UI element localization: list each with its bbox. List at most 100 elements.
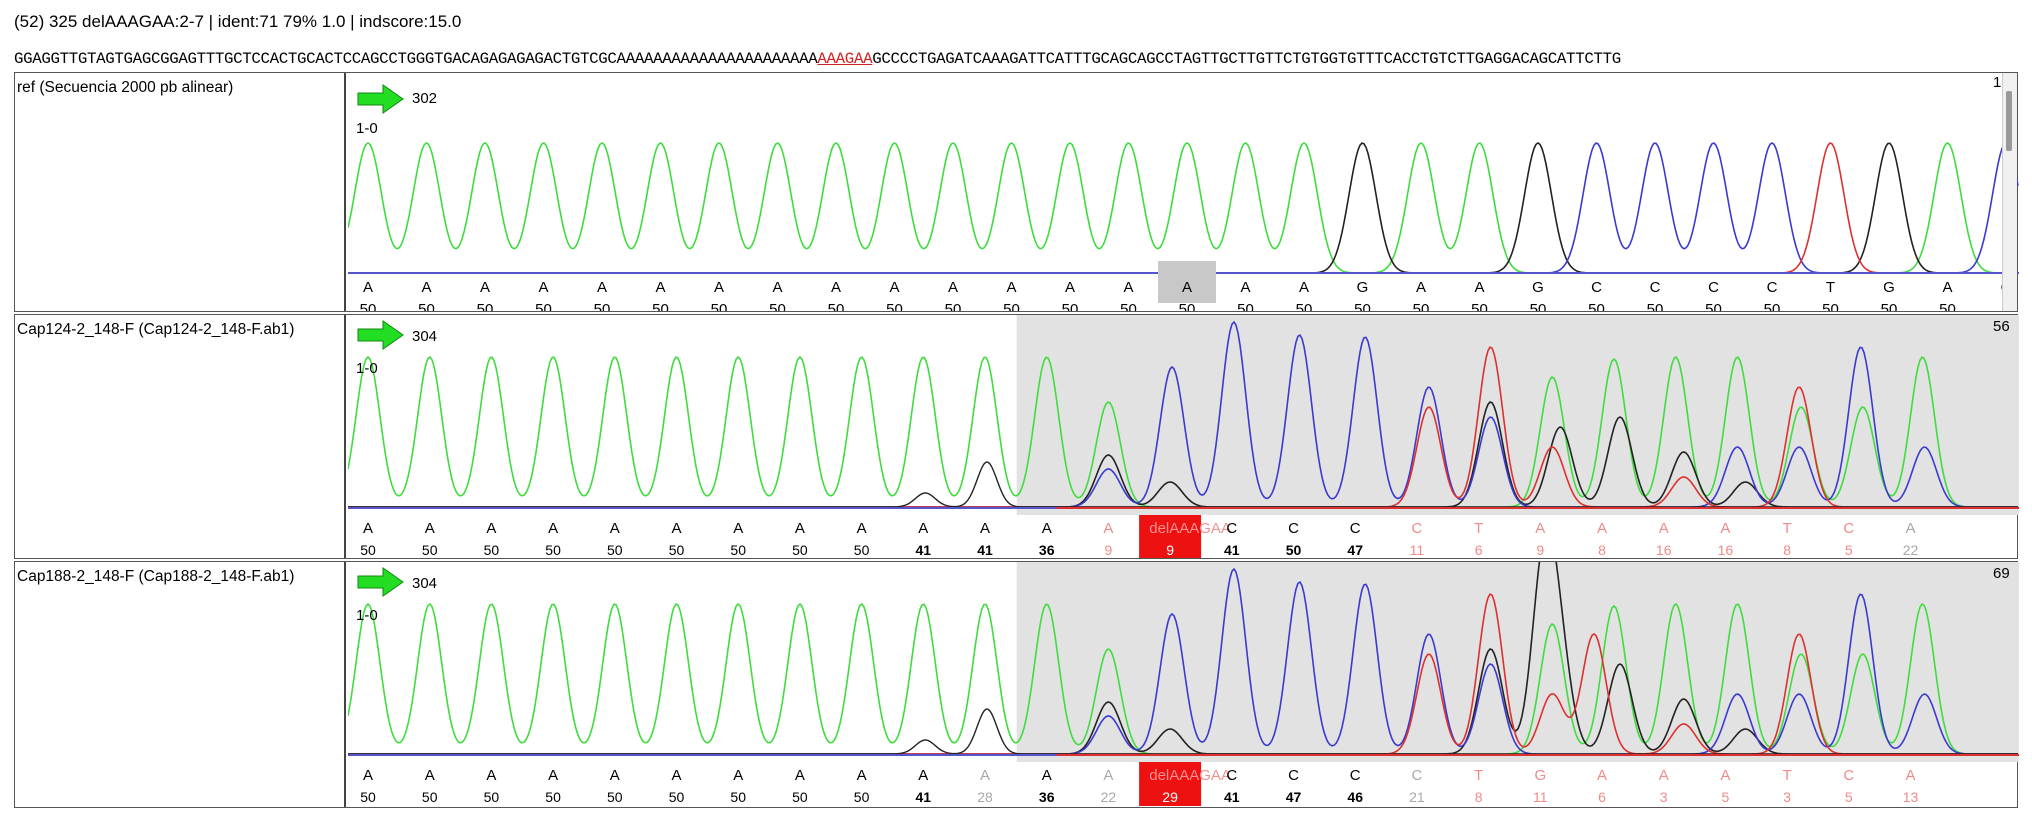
- base-call[interactable]: A: [480, 279, 490, 296]
- base-call[interactable]: A: [980, 520, 990, 537]
- base-call[interactable]: C: [1350, 767, 1361, 784]
- base-call[interactable]: C: [1767, 279, 1778, 296]
- base-call[interactable]: A: [548, 767, 558, 784]
- base-call[interactable]: A: [918, 767, 928, 784]
- trace-row-cap124[interactable]: Cap124-2_148-F (Cap124-2_148-F.ab1) 304 1…: [14, 314, 2019, 559]
- base-call[interactable]: A: [1659, 767, 1669, 784]
- base-call[interactable]: A: [1042, 520, 1052, 537]
- base-call[interactable]: A: [733, 767, 743, 784]
- trace-canvas[interactable]: 304 1-0 69 A 50 A 50 A 50 A 50 A 50 A 50 A 50 A 50 A 50 A 41 A 2…: [348, 562, 2019, 807]
- base-call[interactable]: A: [1942, 279, 1952, 296]
- base-call[interactable]: A: [918, 520, 928, 537]
- base-call[interactable]: A: [1905, 767, 1915, 784]
- base-call[interactable]: A: [538, 279, 548, 296]
- base-call[interactable]: A: [671, 767, 681, 784]
- base-call[interactable]: A: [548, 520, 558, 537]
- base-call[interactable]: A: [363, 520, 373, 537]
- base-call[interactable]: A: [1720, 520, 1730, 537]
- base-call[interactable]: A: [655, 279, 665, 296]
- base-call[interactable]: A: [795, 767, 805, 784]
- green-arrow-icon[interactable]: [357, 567, 404, 597]
- green-arrow-icon[interactable]: [357, 320, 404, 350]
- base-call[interactable]: A: [980, 767, 990, 784]
- base-call[interactable]: C: [1288, 520, 1299, 537]
- base-call[interactable]: A: [1659, 520, 1669, 537]
- base-call[interactable]: T: [1474, 767, 1483, 784]
- base-call[interactable]: A: [610, 520, 620, 537]
- base-call[interactable]: A: [1240, 279, 1250, 296]
- base-call[interactable]: A: [610, 767, 620, 784]
- base-call[interactable]: C: [1708, 279, 1719, 296]
- vertical-scrollbar[interactable]: [2002, 73, 2017, 311]
- chromatogram-cap124[interactable]: 3041-056A50A50A50A50A50A50A50A50A50A41A4…: [348, 315, 2019, 558]
- chromatogram-cap188[interactable]: 304 1-0 69 A 50 A 50 A 50 A 50 A 50 A 50 A 50 A 50 A 50 A 41 A 2…: [348, 562, 2019, 807]
- base-call[interactable]: A: [1182, 279, 1192, 296]
- base-call[interactable]: T: [1474, 520, 1483, 537]
- base-call[interactable]: A: [363, 767, 373, 784]
- base-call[interactable]: G: [1534, 767, 1546, 784]
- trace-canvas[interactable]: 3021-010A50A50A50A50A50A50A50A50A50A50A5…: [348, 73, 2019, 311]
- chromatogram-reference[interactable]: 3021-010A50A50A50A50A50A50A50A50A50A50A5…: [348, 73, 2019, 311]
- scrollbar-thumb[interactable]: [2006, 91, 2012, 151]
- base-call[interactable]: C: [1591, 279, 1602, 296]
- deletion-marker[interactable]: [1139, 762, 1202, 806]
- trace-corner-value: 56: [1993, 318, 2010, 335]
- base-call[interactable]: A: [1720, 767, 1730, 784]
- base-call[interactable]: A: [425, 520, 435, 537]
- trace-label[interactable]: Cap124-2_148-F (Cap124-2_148-F.ab1): [15, 315, 346, 558]
- base-call[interactable]: C: [1650, 279, 1661, 296]
- base-call[interactable]: T: [1783, 520, 1792, 537]
- base-call[interactable]: A: [714, 279, 724, 296]
- base-call[interactable]: A: [421, 279, 431, 296]
- base-call[interactable]: C: [1350, 520, 1361, 537]
- base-call[interactable]: A: [1006, 279, 1016, 296]
- base-call[interactable]: A: [425, 767, 435, 784]
- base-call[interactable]: A: [1103, 767, 1113, 784]
- base-call[interactable]: A: [1535, 520, 1545, 537]
- base-call[interactable]: G: [1532, 279, 1544, 296]
- base-call[interactable]: C: [1843, 767, 1854, 784]
- trace-row-cap188[interactable]: Cap188-2_148-F (Cap188-2_148-F.ab1) 304 1…: [14, 561, 2019, 808]
- base-call[interactable]: A: [857, 767, 867, 784]
- base-call[interactable]: C: [1411, 767, 1422, 784]
- base-call[interactable]: A: [857, 520, 867, 537]
- trace-row-reference[interactable]: ref (Secuencia 2000 pb alinear) 3021-010…: [14, 72, 2019, 312]
- base-call[interactable]: A: [363, 279, 373, 296]
- base-call[interactable]: A: [1416, 279, 1426, 296]
- base-call[interactable]: A: [1299, 279, 1309, 296]
- base-call[interactable]: C: [1843, 520, 1854, 537]
- base-call[interactable]: A: [889, 279, 899, 296]
- base-call[interactable]: G: [1883, 279, 1895, 296]
- base-call[interactable]: A: [733, 520, 743, 537]
- base-call[interactable]: A: [1042, 767, 1052, 784]
- base-call[interactable]: A: [795, 520, 805, 537]
- base-call[interactable]: C: [1226, 767, 1237, 784]
- reference-sequence-indel-highlight[interactable]: AAAGAA: [817, 50, 873, 68]
- base-call[interactable]: C: [1411, 520, 1422, 537]
- base-call[interactable]: T: [1783, 767, 1792, 784]
- green-arrow-icon[interactable]: [357, 84, 404, 114]
- base-call[interactable]: C: [1226, 520, 1237, 537]
- base-call[interactable]: A: [597, 279, 607, 296]
- base-call[interactable]: A: [772, 279, 782, 296]
- base-call[interactable]: A: [671, 520, 681, 537]
- base-call[interactable]: G: [1357, 279, 1369, 296]
- base-call[interactable]: A: [1123, 279, 1133, 296]
- base-call[interactable]: A: [1905, 520, 1915, 537]
- base-call[interactable]: A: [1474, 279, 1484, 296]
- base-call[interactable]: A: [486, 767, 496, 784]
- base-call[interactable]: A: [948, 279, 958, 296]
- quality-score: 50: [1881, 301, 1898, 311]
- base-call[interactable]: A: [486, 520, 496, 537]
- trace-label[interactable]: ref (Secuencia 2000 pb alinear): [15, 73, 346, 311]
- base-call[interactable]: A: [1103, 520, 1113, 537]
- base-call[interactable]: T: [1826, 279, 1835, 296]
- trace-label[interactable]: Cap188-2_148-F (Cap188-2_148-F.ab1): [15, 562, 346, 807]
- base-call[interactable]: C: [1288, 767, 1299, 784]
- base-call[interactable]: A: [831, 279, 841, 296]
- base-call[interactable]: A: [1597, 767, 1607, 784]
- deletion-marker[interactable]: [1139, 515, 1202, 558]
- base-call[interactable]: A: [1065, 279, 1075, 296]
- base-call[interactable]: A: [1597, 520, 1607, 537]
- trace-canvas[interactable]: 304 1-0 56 A 50 A 50 A 50 A 50 A 50 A 50 A 50 A 50 A 50 A 41 A 4…: [348, 315, 2019, 558]
